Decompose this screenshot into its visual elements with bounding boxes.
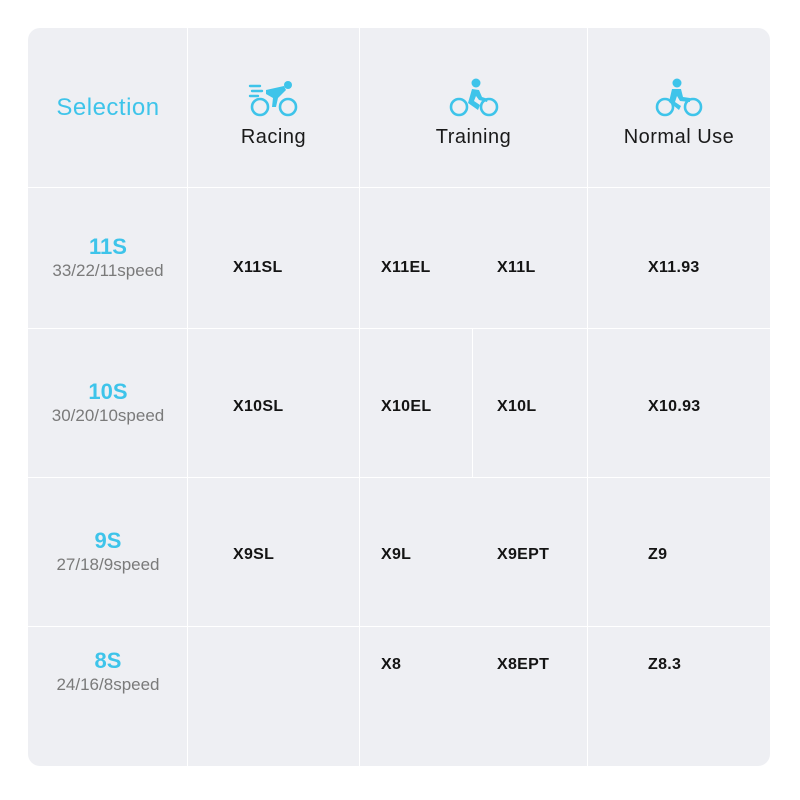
cell-training-10s-1: X10EL <box>381 398 432 415</box>
row-header-8s: 8S 24/16/8speed <box>28 627 188 717</box>
cell-normal-10s: X10.93 <box>648 398 701 415</box>
speed-ratio: 33/22/11speed <box>52 260 164 280</box>
casual-cyclist-icon <box>655 78 703 117</box>
cell-normal-11s: X11.93 <box>648 259 700 276</box>
column-header-normal-use: Normal Use <box>588 28 770 188</box>
cell-training-10s-2: X10L <box>497 398 537 415</box>
cell-normal-9s: Z9 <box>648 546 668 563</box>
cell-racing-9s: X9SL <box>233 546 275 563</box>
cell-racing-11s: X11SL <box>233 259 283 276</box>
cell-training-9s-2: X9EPT <box>497 546 550 563</box>
column-label-training: Training <box>435 126 512 148</box>
cell-training-8s-2: X8EPT <box>497 656 550 673</box>
speed-ratio: 27/18/9speed <box>56 554 160 574</box>
column-label-normal-use: Normal Use <box>623 126 735 148</box>
grid-line <box>587 28 588 766</box>
speed-ratio: 24/16/8speed <box>56 674 160 694</box>
cell-racing-10s: X10SL <box>233 398 284 415</box>
column-header-training: Training <box>360 28 587 188</box>
cell-training-9s-1: X9L <box>381 546 412 563</box>
grid-line <box>28 626 770 627</box>
speed-label: 11S <box>89 233 127 259</box>
speed-label: 8S <box>94 647 122 673</box>
grid-line <box>28 187 770 188</box>
cell-normal-8s: Z8.3 <box>648 656 682 673</box>
cell-training-11s-1: X11EL <box>381 259 431 276</box>
selection-header: Selection <box>56 94 160 121</box>
grid-line <box>187 28 188 766</box>
speed-label: 9S <box>94 527 122 553</box>
column-header-racing: Racing <box>188 28 359 188</box>
row-header-11s: 11S 33/22/11speed <box>28 188 188 328</box>
training-cyclist-icon <box>449 78 498 117</box>
grid-line <box>28 477 770 478</box>
grid-line <box>28 328 770 329</box>
row-header-10s: 10S 30/20/10speed <box>28 329 188 477</box>
racing-cyclist-icon <box>248 81 297 117</box>
grid-line <box>359 28 360 766</box>
column-label-racing: Racing <box>240 126 307 148</box>
speed-ratio: 30/20/10speed <box>51 405 165 425</box>
speed-label: 10S <box>88 378 128 404</box>
cell-training-11s-2: X11L <box>497 259 536 276</box>
chain-selection-table: Selection Racing <box>28 28 770 766</box>
cell-training-8s-1: X8 <box>381 656 402 673</box>
grid-line <box>472 329 473 478</box>
row-header-9s: 9S 27/18/9speed <box>28 478 188 626</box>
